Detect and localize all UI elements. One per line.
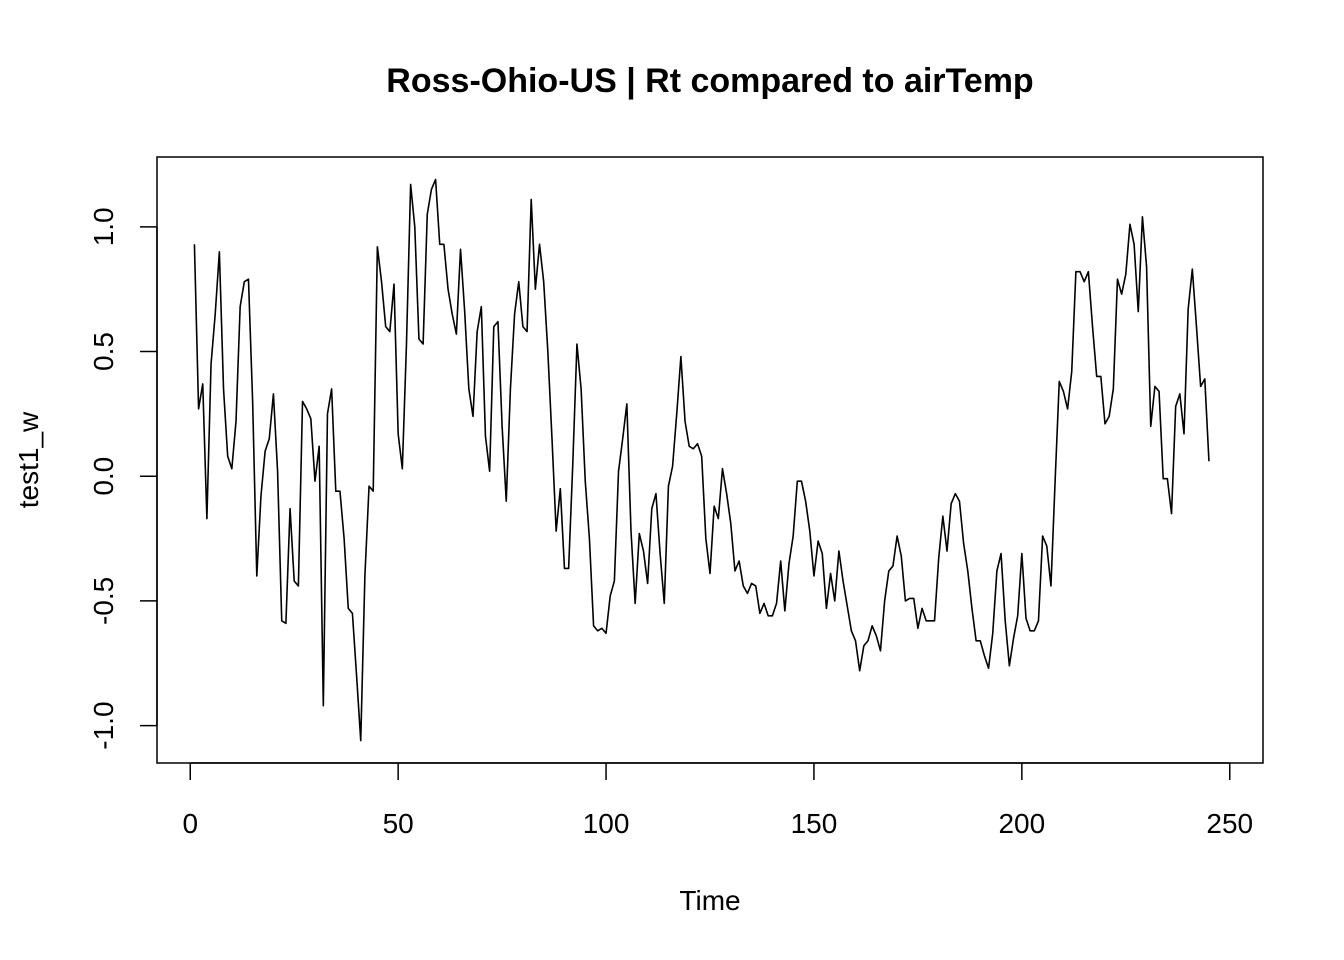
x-tick-label: 200: [998, 808, 1045, 839]
x-axis-label: Time: [679, 885, 740, 916]
x-tick-label: 0: [182, 808, 198, 839]
x-tick-label: 150: [791, 808, 838, 839]
y-tick-label: 0.5: [88, 332, 119, 371]
x-tick-label: 50: [383, 808, 414, 839]
y-tick-label: -1.0: [88, 701, 119, 749]
y-tick-label: 0.0: [88, 457, 119, 496]
y-axis: -1.0 -0.5 0.0 0.5 1.0: [88, 207, 158, 750]
series-line: [193, 178, 1210, 742]
x-axis: 0 50 100 150 200 250: [182, 762, 1253, 839]
chart-title: Ross-Ohio-US | Rt compared to airTemp: [386, 62, 1033, 100]
x-tick-label: 250: [1206, 808, 1253, 839]
x-tick-label: 100: [583, 808, 630, 839]
y-axis-label: test1_w: [13, 411, 44, 508]
y-tick-label: 1.0: [88, 207, 119, 246]
y-tick-label: -0.5: [88, 577, 119, 625]
